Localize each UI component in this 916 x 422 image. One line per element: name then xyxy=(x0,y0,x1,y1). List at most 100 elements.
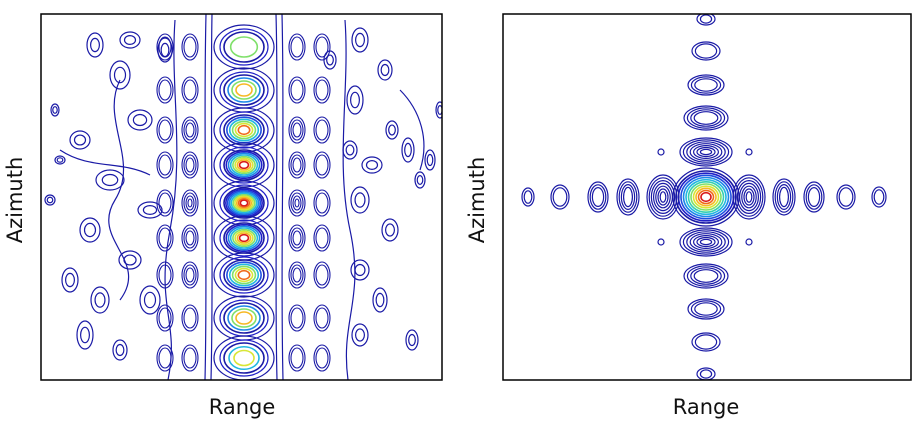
main-peak xyxy=(238,160,250,170)
main-peak xyxy=(223,342,265,374)
azimuth-sidelobe xyxy=(686,231,726,253)
band-edge-left xyxy=(210,14,213,380)
sidelobe-contour xyxy=(288,116,306,144)
range-sidelobe xyxy=(776,184,792,211)
sidelobe-contour xyxy=(158,119,172,141)
outer-contour xyxy=(351,27,369,53)
sidelobe-contour xyxy=(290,192,304,214)
main-peak xyxy=(239,314,249,322)
sidelobe-contour xyxy=(313,304,331,332)
azimuth-sidelobe xyxy=(689,143,723,161)
sidelobe-contour xyxy=(292,195,302,211)
main-peak xyxy=(227,225,261,251)
focused-peak xyxy=(692,185,720,209)
outer-contour xyxy=(76,320,94,350)
sidelobe-contour xyxy=(181,261,199,289)
main-peak xyxy=(232,194,256,212)
outer-contour xyxy=(79,326,90,344)
main-peak xyxy=(223,149,265,181)
main-peak xyxy=(223,302,265,334)
outer-contour xyxy=(408,333,416,347)
outer-contour xyxy=(61,267,79,293)
outer-contour xyxy=(380,63,390,77)
main-band-contour xyxy=(213,252,275,298)
sidelobe-contour xyxy=(156,304,174,332)
range-sidelobe xyxy=(591,187,605,208)
sidelobe-contour xyxy=(288,189,306,217)
main-peak xyxy=(233,349,255,367)
sidelobe-contour xyxy=(183,307,197,329)
outer-contour xyxy=(137,201,163,219)
outer-contour xyxy=(69,130,91,150)
sidelobe-contour xyxy=(313,116,331,144)
azimuth-sidelobe xyxy=(696,146,716,158)
main-peak xyxy=(231,80,257,100)
range-sidelobe xyxy=(521,187,535,207)
range-sidelobe xyxy=(587,181,609,213)
range-sidelobe xyxy=(652,182,673,212)
range-sidelobe xyxy=(620,184,636,211)
sidelobe-contour xyxy=(290,79,304,101)
sidelobe-contour xyxy=(290,36,304,58)
range-sidelobe xyxy=(736,180,762,215)
outer-contour xyxy=(377,59,393,81)
sidelobe-contour xyxy=(315,192,329,214)
outer-contour xyxy=(112,339,128,361)
main-peak xyxy=(237,269,251,281)
outer-contour xyxy=(385,223,396,237)
main-peak xyxy=(238,353,250,363)
main-peak xyxy=(223,31,265,63)
sidelobe-contour xyxy=(315,119,329,141)
outer-contour xyxy=(375,292,385,308)
outer-contour xyxy=(404,142,412,158)
main-band-contour xyxy=(213,335,275,380)
outer-contour xyxy=(46,196,54,204)
range-sidelobe xyxy=(589,184,607,210)
sidelobe-contour xyxy=(158,154,172,176)
sidelobe-contour xyxy=(313,33,331,61)
main-peak xyxy=(238,233,250,243)
outer-contour xyxy=(160,42,170,58)
sidelobe-contour xyxy=(185,122,195,138)
range-sidelobe xyxy=(618,181,638,213)
diagonal-sidelobe xyxy=(745,238,753,246)
range-sidelobe xyxy=(523,190,533,204)
range-sidelobe xyxy=(657,188,669,206)
main-peak xyxy=(226,261,262,289)
main-peak xyxy=(231,120,257,140)
outer-contour xyxy=(123,34,137,45)
sidelobe-contour xyxy=(313,344,331,372)
main-peak xyxy=(227,77,261,103)
focused-peak xyxy=(695,187,717,207)
outer-contour xyxy=(426,153,434,167)
main-peak xyxy=(231,308,257,328)
sidelobe-contour xyxy=(315,79,329,101)
outer-contour xyxy=(372,287,388,313)
left-x-axis-label: Range xyxy=(209,395,276,419)
outer-contour xyxy=(109,60,131,90)
outer-contour xyxy=(86,32,104,58)
azimuth-sidelobe xyxy=(683,263,729,289)
sidelobe-contour xyxy=(158,79,172,101)
diagonal-sidelobe xyxy=(657,148,665,156)
band-edge-left-outer xyxy=(204,14,207,380)
main-peak xyxy=(228,345,260,371)
main-peak xyxy=(229,227,259,249)
range-sidelobe xyxy=(650,180,676,215)
outer-contour xyxy=(355,32,366,48)
right-y-axis-label: Azimuth xyxy=(465,157,489,244)
outer-contour xyxy=(351,323,369,347)
sidelobe-contour xyxy=(158,307,172,329)
left-chart: Range Azimuth xyxy=(3,13,443,419)
sidelobe-contour xyxy=(292,157,302,173)
right-chart: Range Azimuth xyxy=(465,13,912,419)
range-sidelobe xyxy=(743,188,755,206)
outer-contour xyxy=(323,50,337,70)
outer-contour xyxy=(83,222,97,238)
azimuth-sidelobe xyxy=(699,238,713,246)
sidelobe-contour xyxy=(181,304,199,332)
main-peak xyxy=(223,74,265,106)
range-sidelobe xyxy=(552,187,568,207)
main-peak xyxy=(240,127,248,133)
sidelobe-contour xyxy=(187,198,193,208)
